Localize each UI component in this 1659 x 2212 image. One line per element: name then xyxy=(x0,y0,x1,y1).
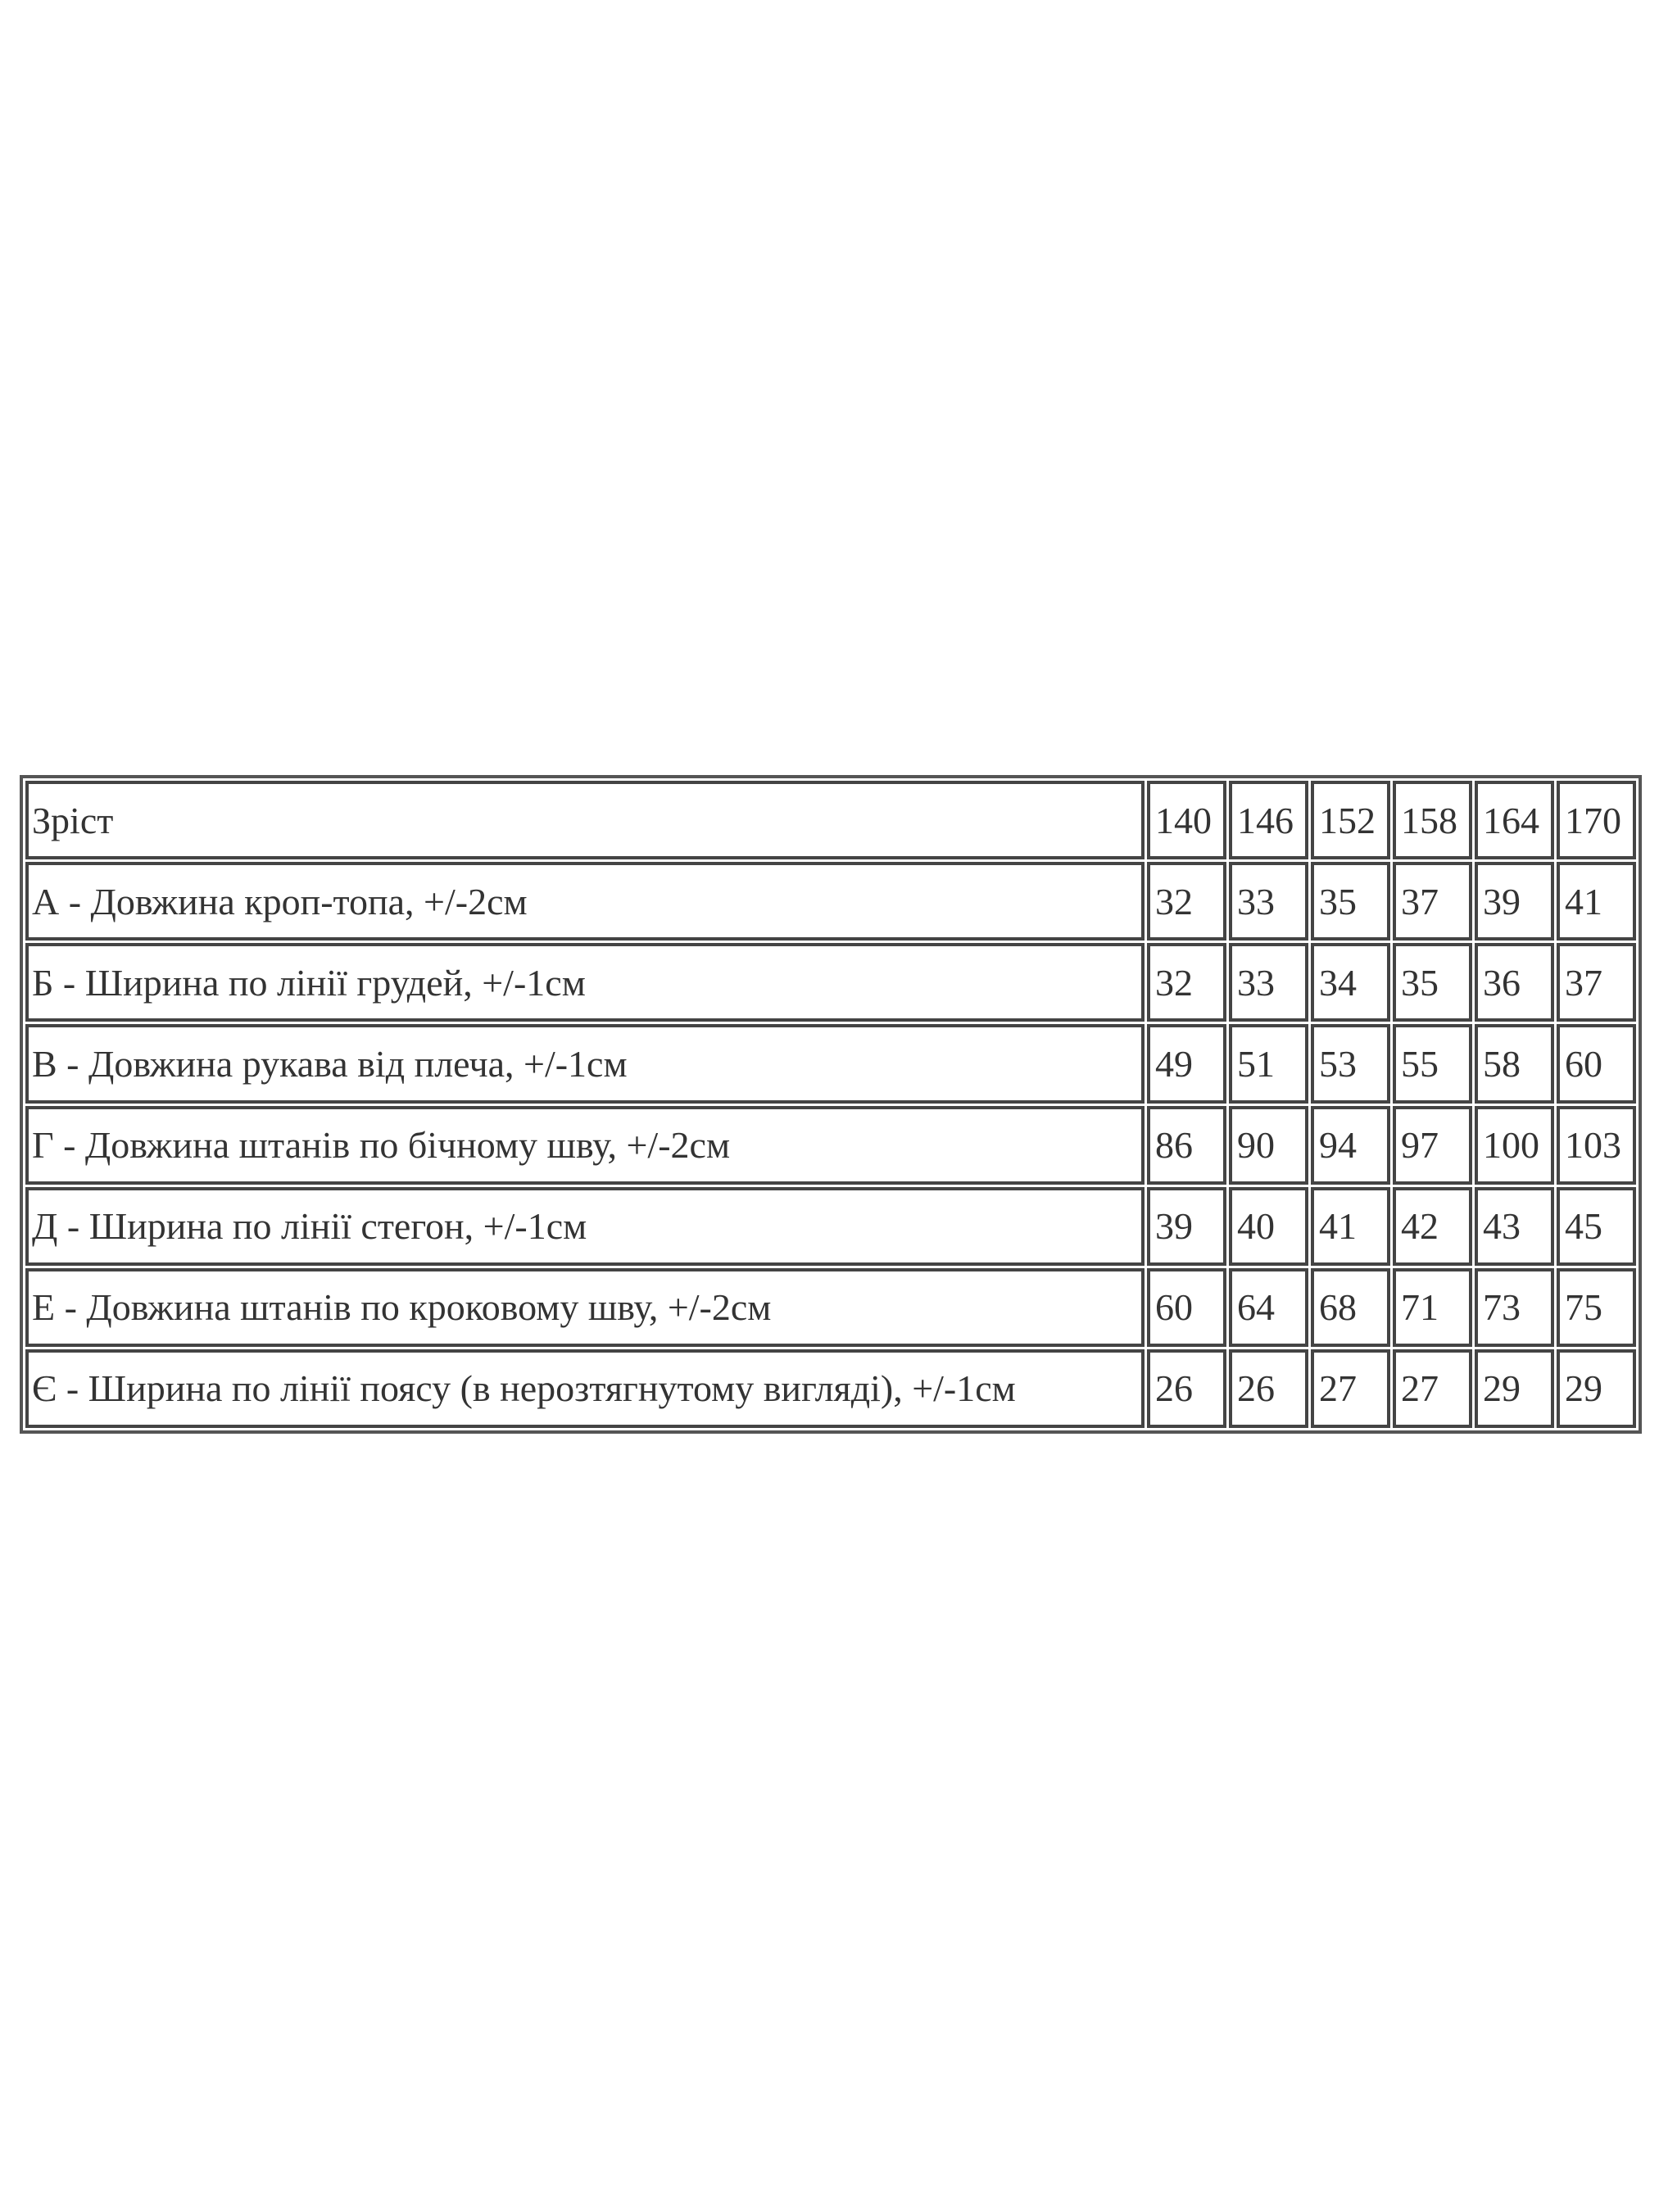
cell-value: 53 xyxy=(1311,1024,1390,1104)
cell-value: 29 xyxy=(1556,1349,1636,1428)
cell-value: 64 xyxy=(1229,1267,1309,1347)
cell-value: 55 xyxy=(1393,1024,1472,1104)
cell-value: 29 xyxy=(1474,1349,1554,1428)
cell-value: 43 xyxy=(1474,1186,1554,1266)
cell-value: 33 xyxy=(1229,862,1309,941)
cell-value: 35 xyxy=(1311,862,1390,941)
cell-value: 33 xyxy=(1229,943,1309,1022)
cell-value: 71 xyxy=(1393,1267,1472,1347)
row-label: А - Довжина кроп-топа, +/-2см xyxy=(25,862,1145,941)
cell-value: 34 xyxy=(1311,943,1390,1022)
row-label: Зріст xyxy=(25,781,1145,860)
cell-value: 58 xyxy=(1474,1024,1554,1104)
cell-value: 86 xyxy=(1147,1105,1227,1185)
cell-value: 49 xyxy=(1147,1024,1227,1104)
table-row: Е - Довжина штанів по кроковому шву, +/-… xyxy=(25,1267,1636,1347)
cell-value: 27 xyxy=(1311,1349,1390,1428)
cell-value: 36 xyxy=(1474,943,1554,1022)
row-label: Д - Ширина по лінії стегон, +/-1см xyxy=(25,1186,1145,1266)
cell-value: 60 xyxy=(1147,1267,1227,1347)
cell-value: 146 xyxy=(1229,781,1309,860)
row-label: Б - Ширина по лінії грудей, +/-1см xyxy=(25,943,1145,1022)
table-row: Є - Ширина по лінії поясу (в нерозтягнут… xyxy=(25,1349,1636,1428)
cell-value: 41 xyxy=(1311,1186,1390,1266)
row-label: Є - Ширина по лінії поясу (в нерозтягнут… xyxy=(25,1349,1145,1428)
cell-value: 39 xyxy=(1474,862,1554,941)
cell-value: 103 xyxy=(1556,1105,1636,1185)
cell-value: 40 xyxy=(1229,1186,1309,1266)
cell-value: 37 xyxy=(1393,862,1472,941)
cell-value: 32 xyxy=(1147,862,1227,941)
cell-value: 75 xyxy=(1556,1267,1636,1347)
cell-value: 68 xyxy=(1311,1267,1390,1347)
row-label: Е - Довжина штанів по кроковому шву, +/-… xyxy=(25,1267,1145,1347)
cell-value: 35 xyxy=(1393,943,1472,1022)
cell-value: 158 xyxy=(1393,781,1472,860)
cell-value: 45 xyxy=(1556,1186,1636,1266)
cell-value: 51 xyxy=(1229,1024,1309,1104)
cell-value: 100 xyxy=(1474,1105,1554,1185)
cell-value: 26 xyxy=(1147,1349,1227,1428)
table-row: А - Довжина кроп-топа, +/-2см 32 33 35 37 39 4… xyxy=(25,862,1636,941)
header-row: Зріст 140 146 152 158 164 170 xyxy=(25,781,1636,860)
cell-value: 140 xyxy=(1147,781,1227,860)
table-row: Д - Ширина по лінії стегон, +/-1см 39 40 41… xyxy=(25,1186,1636,1266)
cell-value: 27 xyxy=(1393,1349,1472,1428)
cell-value: 60 xyxy=(1556,1024,1636,1104)
cell-value: 37 xyxy=(1556,943,1636,1022)
size-chart-table: Зріст 140 146 152 158 164 170 А - Довжина кроп-… xyxy=(20,775,1642,1434)
table-row: Б - Ширина по лінії грудей, +/-1см 32 33 34… xyxy=(25,943,1636,1022)
cell-value: 97 xyxy=(1393,1105,1472,1185)
cell-value: 42 xyxy=(1393,1186,1472,1266)
row-label: В - Довжина рукава від плеча, +/-1см xyxy=(25,1024,1145,1104)
cell-value: 73 xyxy=(1474,1267,1554,1347)
size-chart-body: Зріст 140 146 152 158 164 170 А - Довжина кроп-… xyxy=(25,781,1636,1428)
cell-value: 94 xyxy=(1311,1105,1390,1185)
cell-value: 90 xyxy=(1229,1105,1309,1185)
cell-value: 39 xyxy=(1147,1186,1227,1266)
table-row: В - Довжина рукава від плеча, +/-1см 49 51… xyxy=(25,1024,1636,1104)
cell-value: 26 xyxy=(1229,1349,1309,1428)
cell-value: 152 xyxy=(1311,781,1390,860)
cell-value: 41 xyxy=(1556,862,1636,941)
cell-value: 170 xyxy=(1556,781,1636,860)
table-row: Г - Довжина штанів по бічному шву, +/-2с… xyxy=(25,1105,1636,1185)
cell-value: 164 xyxy=(1474,781,1554,860)
row-label: Г - Довжина штанів по бічному шву, +/-2с… xyxy=(25,1105,1145,1185)
cell-value: 32 xyxy=(1147,943,1227,1022)
